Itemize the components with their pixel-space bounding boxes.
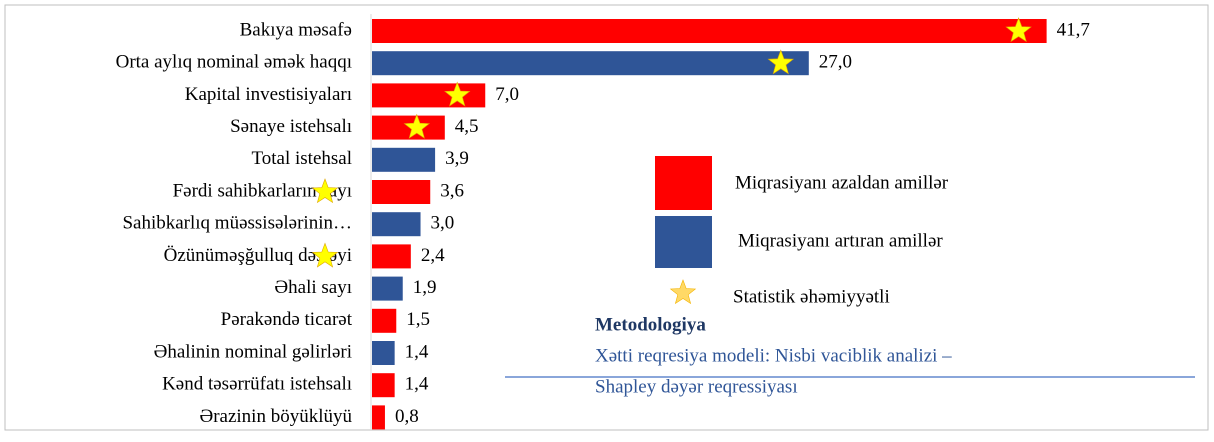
value-label: 2,4 [421,245,445,266]
value-label: 27,0 [819,52,852,73]
category-label: Bakıya məsafə [240,19,352,40]
category-label: Orta aylıq nominal əmək haqqı [116,52,352,73]
category-label: Pərakəndə ticarət [221,309,353,330]
value-label: 3,9 [445,148,469,169]
significance-star [444,81,471,107]
bar [372,308,397,333]
legend-star [669,279,697,305]
value-label: 1,9 [413,277,437,298]
legend-label: Miqrasiyanı azaldan amillər [735,172,949,193]
bar [372,244,411,269]
bar [372,373,395,398]
category-label: Kapital investisiyaları [185,84,352,105]
value-label: 0,8 [395,406,419,427]
legend-label: Miqrasiyanı artıran amillər [738,230,943,251]
bar [372,405,385,430]
category-label: Fərdi sahibkarların sayı [173,180,352,201]
methodology-text: Shapley dəyər reqressiyası [595,376,798,397]
value-label: 3,6 [440,180,464,201]
bar [372,115,445,140]
methodology-title: Metodologiya [595,314,706,335]
significance-star [311,178,339,204]
legend-swatch [655,156,712,210]
bar [372,212,421,237]
category-label: Ərazinin böyüklüyü [199,406,352,427]
category-label: Sahibkarlıq müəssisələrinin… [122,213,352,234]
bar [372,276,403,301]
significance-star [767,49,795,75]
methodology-text: Xətti reqresiya modeli: Nisbi vaciblik a… [595,345,952,366]
frame [4,4,1209,431]
category-label: Əhalinin nominal gəlirləri [154,341,352,362]
value-label: 4,5 [455,116,479,137]
bar [372,83,486,108]
legend-label: Statistik əhəmiyyətli [733,286,890,307]
category-label: Özünüməşğulluq dəstəyi [164,245,352,266]
value-label: 1,5 [406,309,430,330]
significance-star [1005,17,1032,43]
category-label: Əhali sayı [274,277,352,298]
significance-star [311,242,339,268]
bar [372,180,431,204]
significance-star [403,113,431,139]
value-label: 41,7 [1057,19,1090,40]
category-label: Kənd təsərrüfatı istehsalı [162,374,352,395]
category-label: Total istehsal [251,148,352,169]
bar [372,147,436,172]
bar [372,51,809,76]
bar [372,19,1047,43]
legend-swatch [655,216,712,268]
value-label: 1,4 [405,374,429,395]
value-label: 7,0 [495,84,519,105]
bar [372,341,395,365]
value-label: 1,4 [405,341,429,362]
category-label: Sənaye istehsalı [230,116,352,137]
value-label: 3,0 [431,213,455,234]
